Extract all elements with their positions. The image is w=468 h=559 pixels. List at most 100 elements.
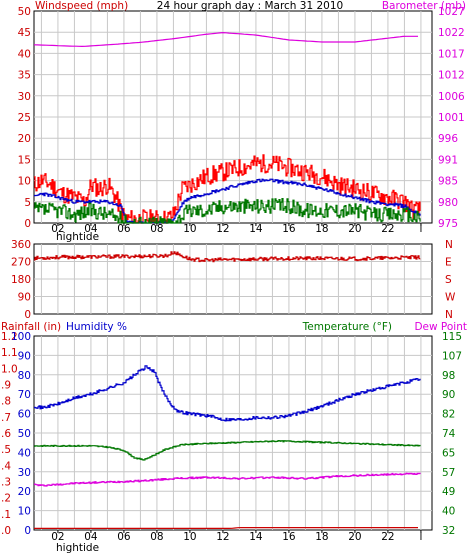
- x-tick-label: 04: [84, 223, 98, 235]
- rain-tick-label: .4: [1, 460, 11, 472]
- chart-title: 24 hour graph day : March 31 2010: [157, 0, 343, 12]
- humidity-tick-label: 50: [18, 428, 31, 440]
- y-tick-label: 991: [438, 154, 458, 166]
- climate-time-axis: 02 04 06 08 10 12 14 16 18 20 22 l: [51, 530, 422, 543]
- y-tick-label: 1027: [438, 6, 465, 18]
- humidity-tick-label: 60: [18, 409, 31, 421]
- wind-grid: [34, 11, 432, 223]
- x-tick-label: 08: [150, 223, 163, 235]
- y-tick-label: 996: [438, 133, 458, 145]
- y-tick-label: 0: [24, 309, 31, 321]
- rain-tick-label: 1.1: [1, 347, 18, 359]
- humidity-tick-label: 100: [11, 331, 31, 343]
- y-tick-label: 32: [442, 525, 455, 537]
- dew-point-label: Dew Point: [414, 321, 467, 333]
- temperature-label: Temperature (°F): [302, 321, 392, 333]
- barometer-label: Barometer (mb): [382, 0, 466, 12]
- y-tick-label: W: [445, 292, 456, 304]
- hightide-label-top: hightide: [56, 231, 99, 243]
- y-tick-label: 270: [11, 257, 31, 269]
- y-tick-label: 50: [18, 6, 31, 18]
- y-tick-label: 15: [18, 154, 31, 166]
- y-tick-label: S: [445, 274, 452, 286]
- rain-tick-label: .6: [1, 428, 11, 440]
- temperature-axis: 32 40 49 57 65 74 82 90 98 107 115: [442, 331, 462, 537]
- humidity-axis: 0 10 20 30 40 50 60 70 80 90 100: [11, 331, 31, 537]
- y-tick-label: 25: [18, 112, 31, 124]
- x-tick-label: 16: [282, 531, 296, 543]
- climate-grid: [34, 336, 432, 530]
- direction-series: [34, 251, 421, 263]
- x-tick-label: 16: [282, 223, 296, 235]
- y-tick-label: 49: [442, 486, 455, 498]
- rain-tick-label: .9: [1, 380, 11, 392]
- x-tick-label: 04: [84, 531, 98, 543]
- humidity-tick-label: 0: [24, 525, 31, 537]
- average-series: [34, 178, 421, 224]
- x-tick-label: l: [419, 531, 422, 543]
- y-tick-label: N: [445, 239, 453, 251]
- x-tick-label: 18: [315, 531, 328, 543]
- x-tick-label: l: [419, 223, 422, 235]
- windspeed-label: Windspeed (mph): [35, 0, 128, 12]
- rain-tick-label: .8: [1, 396, 11, 408]
- y-tick-label: 5: [24, 197, 31, 209]
- x-tick-label: 20: [348, 223, 361, 235]
- y-tick-label: 65: [442, 447, 455, 459]
- wind-time-axis: 02 04 06 08 10 12 14 16 18 20 22 l: [51, 223, 422, 235]
- gust-series: [34, 154, 421, 224]
- rainfall-axis: .0 .1 .2 .3 .4 .5 .6 .7 .8 .9 1.0 1.1 1.2: [1, 331, 18, 537]
- barometer-series: [33, 31, 418, 48]
- rain-tick-label: .3: [1, 477, 11, 489]
- x-tick-label: 12: [216, 223, 229, 235]
- rain-tick-label: 1.0: [1, 363, 18, 375]
- y-tick-label: 180: [11, 274, 31, 286]
- hightide-label-bottom: hightide: [56, 542, 99, 554]
- humidity-tick-label: 20: [18, 486, 31, 498]
- rain-tick-label: .1: [1, 509, 11, 521]
- y-tick-label: 82: [442, 409, 455, 421]
- x-tick-label: 10: [183, 531, 196, 543]
- y-tick-label: 90: [18, 292, 31, 304]
- humidity-tick-label: 40: [18, 447, 31, 459]
- humidity-series: [34, 365, 421, 422]
- y-tick-label: 20: [18, 133, 31, 145]
- y-tick-label: 1017: [438, 48, 465, 60]
- y-tick-label: 1001: [438, 112, 465, 124]
- y-tick-label: 1006: [438, 91, 465, 103]
- wind-panel: 0 5 10 15 20 25 30 35 40 45 50 975 980 985 991 996 1001…: [18, 0, 466, 243]
- rain-tick-label: .0: [1, 525, 11, 537]
- x-tick-label: 22: [381, 531, 394, 543]
- y-tick-label: N: [445, 309, 453, 321]
- y-tick-label: 90: [442, 389, 455, 401]
- rain-tick-label: .7: [1, 412, 11, 424]
- y-tick-label: 107: [442, 350, 462, 362]
- humidity-tick-label: 30: [18, 467, 31, 479]
- rain-tick-label: .2: [1, 493, 11, 505]
- y-tick-label: 74: [442, 428, 456, 440]
- x-tick-label: 22: [381, 223, 394, 235]
- barometer-axis: 975 980 985 991 996 1001 1006 1012 1017 1022 1027: [438, 6, 465, 230]
- y-tick-label: 0: [24, 218, 31, 230]
- rain-tick-label: .5: [1, 444, 11, 456]
- y-tick-label: 1022: [438, 27, 465, 39]
- y-tick-label: 115: [442, 331, 462, 343]
- y-tick-label: 980: [438, 197, 458, 209]
- y-tick-label: 975: [438, 218, 458, 230]
- x-tick-label: 10: [183, 223, 196, 235]
- x-tick-label: 14: [249, 223, 263, 235]
- y-tick-label: 35: [18, 70, 31, 82]
- y-tick-label: 1012: [438, 70, 465, 82]
- x-tick-label: 02: [51, 223, 64, 235]
- climate-panel: .0 .1 .2 .3 .4 .5 .6 .7 .8 .9 1.0 1.1 1.2 0 10 20 30 40 5…: [1, 321, 467, 554]
- x-tick-label: 08: [150, 531, 163, 543]
- wind-series: [33, 31, 421, 224]
- humidity-tick-label: 90: [18, 350, 31, 362]
- x-tick-label: 02: [51, 531, 64, 543]
- rain-tick-label: 1.2: [1, 331, 18, 343]
- y-tick-label: 40: [18, 48, 31, 60]
- y-tick-label: 30: [18, 91, 31, 103]
- dew_point-series: [34, 472, 421, 487]
